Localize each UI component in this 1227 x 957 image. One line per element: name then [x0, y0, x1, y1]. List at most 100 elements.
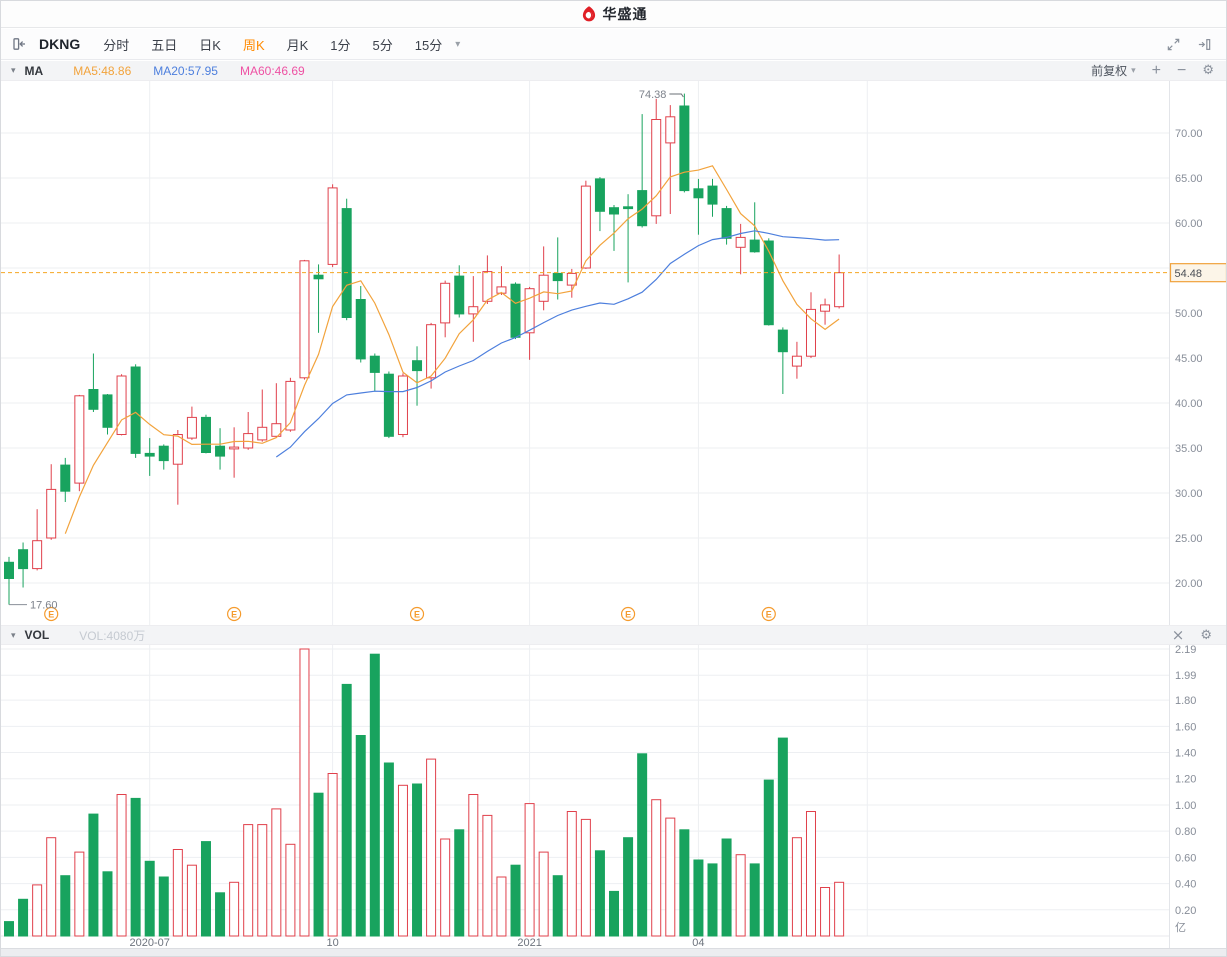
volume-bar: [46, 837, 57, 937]
tab-day-k[interactable]: 日K: [199, 37, 221, 53]
candle-body: [693, 188, 704, 199]
candle-body: [777, 329, 788, 353]
candlestick-chart[interactable]: EEEEE74.3817.6070.0065.0060.0055.0050.00…: [1, 81, 1227, 625]
volume-bar: [468, 794, 479, 937]
volume-bar: [144, 860, 155, 937]
adjust-caret-icon[interactable]: ▾: [1131, 65, 1136, 75]
volume-bar: [88, 813, 99, 937]
x-axis-label: 2021: [517, 937, 541, 949]
candle-body: [327, 187, 338, 265]
candle-body: [566, 272, 577, 286]
volume-bar: [707, 863, 718, 937]
volume-bar: [172, 849, 183, 937]
candle-body: [482, 271, 493, 302]
high-label: 74.38: [639, 89, 667, 101]
volume-bar: [496, 876, 507, 937]
candle-body: [215, 445, 226, 457]
tab-1min[interactable]: 1分: [330, 37, 351, 53]
volume-bar: [609, 890, 620, 937]
x-axis-label: 10: [326, 937, 338, 949]
zoom-in-button[interactable]: +: [1151, 61, 1161, 79]
volume-bar: [552, 875, 563, 937]
volume-bar: [4, 921, 14, 937]
volume-bar: [327, 773, 338, 937]
x-axis-label: 04: [692, 937, 704, 949]
candle-body: [735, 236, 746, 248]
volume-chart[interactable]: 2.19 1.99 1.80 1.60 1.40 1.20 1.00 0.80 0.60 0.40…: [1, 644, 1227, 949]
bottom-status-strip: [1, 948, 1226, 956]
candle-body: [102, 394, 113, 428]
main-chart-pane: EEEEE74.3817.6070.0065.0060.0055.0050.00…: [1, 81, 1227, 625]
volume-bar: [524, 803, 535, 937]
expand-icon[interactable]: [1166, 37, 1181, 52]
volume-bar: [60, 875, 71, 937]
candle-body: [130, 366, 141, 454]
candle-body: [820, 304, 831, 312]
svg-text:0.80: 0.80: [1175, 826, 1196, 838]
volume-bar: [651, 799, 662, 937]
candle-body: [74, 395, 85, 484]
candle-body: [805, 308, 816, 357]
volume-bars: [4, 648, 845, 937]
volume-bar: [369, 653, 380, 937]
adjust-mode-dropdown[interactable]: 前复权: [1091, 64, 1128, 78]
candle-body: [60, 464, 71, 492]
candle-body: [32, 540, 43, 570]
svg-text:1.40: 1.40: [1175, 748, 1196, 760]
svg-text:0.40: 0.40: [1175, 879, 1196, 891]
svg-text:E: E: [48, 610, 54, 620]
volume-bar: [820, 887, 831, 937]
more-periods-caret-icon[interactable]: ▾: [455, 38, 461, 50]
toolbar-right-icons: [1166, 37, 1212, 52]
zoom-out-button[interactable]: −: [1177, 61, 1187, 79]
volume-bar: [74, 851, 85, 937]
svg-text:60.00: 60.00: [1175, 218, 1203, 230]
x-axis-label: 2020-07: [130, 937, 170, 949]
volume-indicator-bar: ▾ VOL VOL:4080万 × ⚙: [1, 625, 1226, 645]
svg-text:E: E: [766, 610, 772, 620]
volume-bar: [355, 735, 366, 937]
svg-text:25.00: 25.00: [1175, 533, 1203, 545]
ma60-value: MA60:46.69: [239, 63, 305, 78]
svg-text:70.00: 70.00: [1175, 128, 1203, 140]
candle-body: [4, 561, 14, 579]
tab-fenshi[interactable]: 分时: [103, 37, 130, 53]
vol-settings-gear-icon[interactable]: ⚙: [1200, 627, 1212, 643]
tab-month-k[interactable]: 月K: [286, 37, 309, 53]
volume-bar: [341, 683, 352, 937]
volume-bar: [580, 818, 591, 937]
volume-bar: [215, 892, 226, 937]
tab-15min[interactable]: 15分: [414, 37, 443, 53]
candle-body: [609, 207, 620, 215]
tab-week-k[interactable]: 周K: [242, 37, 265, 53]
svg-text:45.00: 45.00: [1175, 353, 1203, 365]
candle-body: [594, 178, 605, 212]
symbol-label: DKNG: [39, 36, 81, 52]
volume-bar: [18, 898, 29, 937]
volume-bar: [454, 829, 465, 937]
volume-bar: [426, 758, 437, 937]
ma-settings-gear-icon[interactable]: ⚙: [1202, 63, 1214, 78]
svg-text:54.48: 54.48: [1175, 268, 1203, 280]
candle-body: [454, 275, 465, 315]
candle-body: [412, 360, 423, 372]
tab-five-day[interactable]: 五日: [151, 37, 178, 53]
ma20-line: [275, 230, 840, 458]
panel-left-icon[interactable]: [11, 36, 27, 52]
volume-bar: [749, 863, 760, 937]
candle-body: [369, 355, 380, 373]
vol-close-icon[interactable]: ×: [1171, 625, 1185, 644]
volume-bar: [791, 837, 802, 937]
svg-text:40.00: 40.00: [1175, 398, 1203, 410]
current-price-tag: 54.48: [1169, 263, 1226, 283]
svg-text:0.60: 0.60: [1175, 852, 1196, 864]
volume-bar: [285, 843, 296, 937]
candle-body: [510, 283, 521, 338]
volume-bar: [566, 811, 577, 937]
dock-right-icon[interactable]: [1197, 37, 1212, 52]
tab-5min[interactable]: 5分: [372, 37, 393, 53]
svg-text:1.20: 1.20: [1175, 774, 1196, 786]
vol-collapse-caret-icon[interactable]: ▾: [11, 629, 16, 640]
ma-collapse-caret-icon[interactable]: ▾: [11, 65, 16, 75]
